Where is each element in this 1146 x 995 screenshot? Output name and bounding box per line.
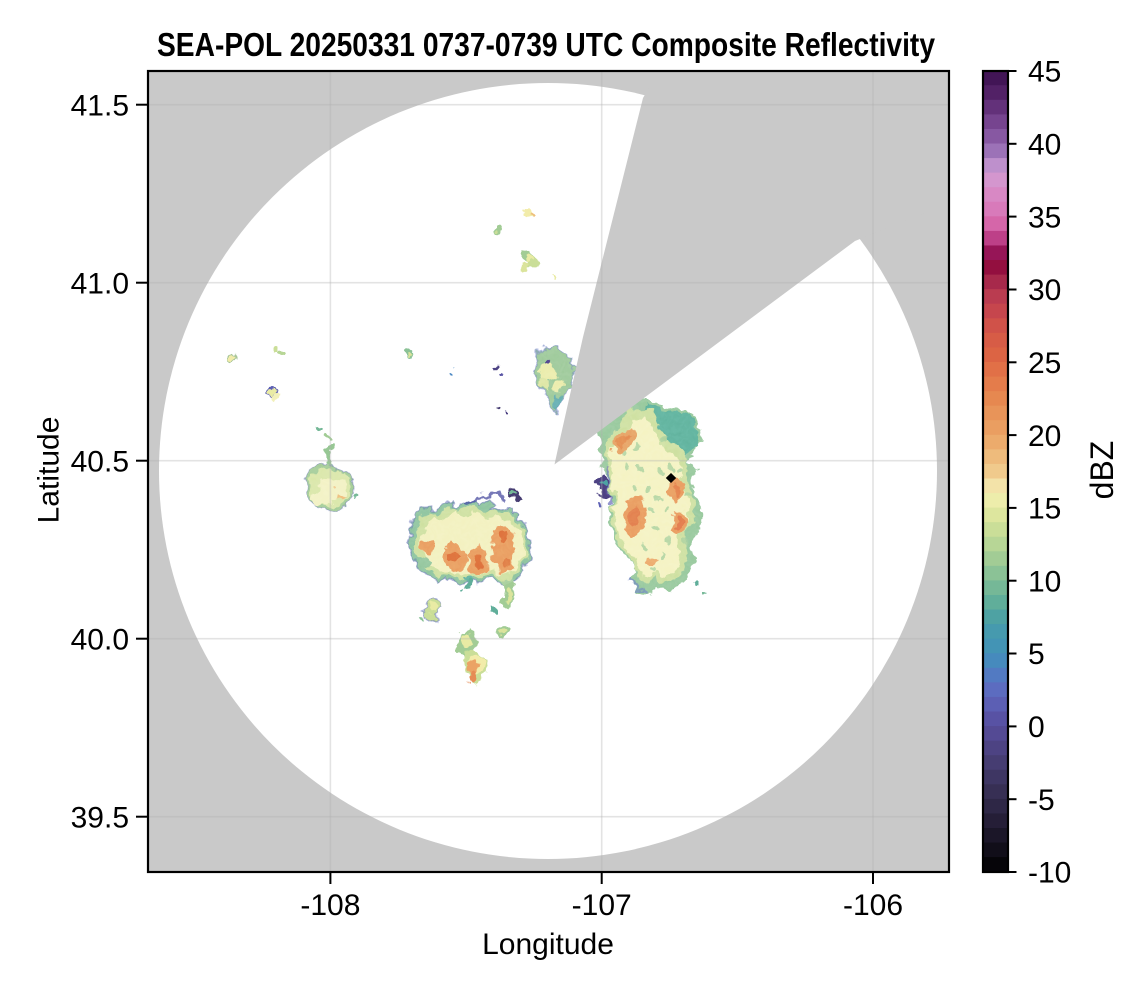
svg-text:40.5: 40.5 [71, 445, 129, 478]
svg-text:Longitude: Longitude [482, 928, 614, 961]
svg-text:25: 25 [1028, 347, 1061, 380]
svg-text:5: 5 [1028, 638, 1045, 671]
svg-text:40.0: 40.0 [71, 623, 129, 656]
svg-text:30: 30 [1028, 274, 1061, 307]
svg-text:20: 20 [1028, 420, 1061, 453]
svg-text:SEA-POL 20250331 0737-0739 UTC: SEA-POL 20250331 0737-0739 UTC Composite… [157, 26, 936, 63]
svg-text:-107: -107 [572, 889, 632, 922]
svg-text:41.5: 41.5 [71, 89, 129, 122]
svg-text:-5: -5 [1028, 784, 1055, 817]
svg-text:dBZ: dBZ [1084, 441, 1120, 500]
svg-text:-106: -106 [843, 889, 903, 922]
svg-text:41.0: 41.0 [71, 267, 129, 300]
svg-text:10: 10 [1028, 565, 1061, 598]
svg-text:-10: -10 [1028, 857, 1071, 890]
svg-text:0: 0 [1028, 711, 1045, 744]
svg-text:40: 40 [1028, 129, 1061, 162]
svg-text:39.5: 39.5 [71, 801, 129, 834]
svg-text:15: 15 [1028, 493, 1061, 526]
svg-text:45: 45 [1028, 56, 1061, 89]
svg-text:-108: -108 [300, 889, 360, 922]
svg-text:35: 35 [1028, 201, 1061, 234]
svg-text:Latitude: Latitude [33, 417, 66, 524]
